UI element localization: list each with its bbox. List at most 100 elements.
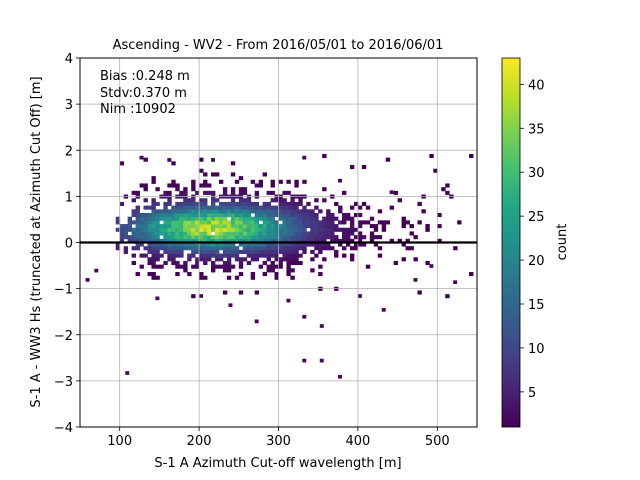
heatmap-cell bbox=[238, 201, 244, 206]
heatmap-cell bbox=[238, 260, 244, 266]
heatmap-cell bbox=[143, 216, 148, 221]
heatmap-cell bbox=[199, 205, 204, 210]
heatmap-cell bbox=[135, 216, 140, 221]
heatmap-cell bbox=[353, 227, 359, 232]
heatmap-cell bbox=[183, 235, 188, 240]
heatmap-cell bbox=[214, 227, 220, 232]
heatmap-cell bbox=[310, 249, 315, 254]
heatmap-cell bbox=[211, 198, 216, 203]
chart-title: Ascending - WV2 - From 2016/05/01 to 201… bbox=[113, 38, 444, 53]
heatmap-cell bbox=[425, 260, 430, 266]
heatmap-cell bbox=[286, 205, 291, 210]
heatmap-cell bbox=[318, 272, 323, 277]
heatmap-cell bbox=[326, 216, 331, 221]
heatmap-cell bbox=[262, 216, 267, 221]
heatmap-cell bbox=[425, 224, 430, 229]
heatmap-cell bbox=[230, 227, 236, 232]
heatmap-cell bbox=[258, 253, 264, 258]
heatmap-cell bbox=[286, 249, 291, 254]
heatmap-cell bbox=[393, 260, 398, 266]
heatmap-cell bbox=[238, 231, 244, 236]
heatmap-cell bbox=[119, 201, 125, 206]
heatmap-cell bbox=[250, 201, 256, 206]
heatmap-cell bbox=[338, 227, 343, 232]
heatmap-cell bbox=[179, 253, 184, 258]
heatmap-cell bbox=[254, 253, 260, 258]
colorbar-label: count bbox=[555, 224, 570, 261]
heatmap-cell bbox=[211, 242, 216, 247]
heatmap-cell bbox=[381, 224, 387, 229]
heatmap-cell bbox=[262, 260, 267, 266]
heatmap-cell bbox=[318, 242, 323, 247]
heatmap-cell bbox=[326, 209, 331, 214]
heatmap-cell bbox=[357, 235, 363, 240]
heatmap-cell bbox=[298, 231, 303, 236]
heatmap-cell bbox=[191, 235, 196, 240]
heatmap-cell bbox=[226, 212, 232, 218]
heatmap-cell bbox=[306, 216, 311, 221]
heatmap-cell bbox=[246, 249, 252, 254]
heatmap-cell bbox=[361, 165, 367, 170]
heatmap-cell bbox=[195, 216, 200, 221]
heatmap-cell bbox=[349, 238, 355, 243]
bias-stat: Bias :0.248 m bbox=[100, 69, 190, 84]
heatmap-cell bbox=[127, 220, 133, 225]
heatmap-cell bbox=[266, 253, 271, 258]
heatmap-cell bbox=[199, 257, 204, 262]
heatmap-cell bbox=[270, 224, 275, 229]
heatmap-cell bbox=[222, 260, 228, 266]
heatmap-cell bbox=[151, 179, 156, 184]
heatmap-cell bbox=[226, 260, 232, 266]
heatmap-cell bbox=[226, 227, 232, 232]
heatmap-cell bbox=[143, 212, 148, 218]
heatmap-cell bbox=[211, 268, 216, 273]
heatmap-cell bbox=[469, 153, 474, 159]
x-tick-label: 400 bbox=[345, 434, 370, 449]
heatmap-cell bbox=[115, 227, 121, 232]
heatmap-cell bbox=[151, 224, 156, 229]
heatmap-cell bbox=[286, 190, 291, 195]
heatmap-cell bbox=[254, 235, 260, 240]
heatmap-cell bbox=[254, 242, 260, 247]
heatmap-cell bbox=[222, 231, 228, 236]
heatmap-cell bbox=[258, 249, 264, 254]
heatmap-cell bbox=[155, 227, 160, 232]
heatmap-cell bbox=[361, 242, 367, 247]
heatmap-cell bbox=[274, 264, 279, 269]
heatmap-cell bbox=[314, 253, 319, 258]
heatmap-cell bbox=[214, 253, 220, 258]
heatmap-cell bbox=[290, 198, 295, 203]
colorbar-tick-label: 25 bbox=[528, 210, 545, 225]
heatmap-cell bbox=[187, 216, 192, 221]
heatmap-cell bbox=[143, 187, 148, 192]
heatmap-cell bbox=[230, 205, 236, 210]
heatmap-cell bbox=[218, 238, 224, 243]
heatmap-cell bbox=[302, 238, 307, 243]
heatmap-cell bbox=[222, 205, 228, 210]
heatmap-cell bbox=[274, 224, 279, 229]
heatmap-cell bbox=[278, 201, 283, 206]
heatmap-cell bbox=[274, 242, 279, 247]
heatmap-cell bbox=[115, 220, 121, 225]
heatmap-cell bbox=[282, 257, 287, 262]
heatmap-cell bbox=[282, 224, 287, 229]
heatmap-cell bbox=[294, 224, 299, 229]
heatmap-cell bbox=[266, 190, 271, 195]
heatmap-cell bbox=[147, 220, 152, 225]
heatmap-cell bbox=[155, 209, 160, 214]
heatmap-cell bbox=[187, 220, 192, 225]
heatmap-cell bbox=[270, 246, 275, 251]
heatmap-cell bbox=[246, 212, 252, 218]
heatmap-cell bbox=[409, 224, 414, 229]
heatmap-cell bbox=[365, 205, 371, 210]
heatmap-cell bbox=[342, 216, 347, 221]
heatmap-cell bbox=[147, 205, 152, 210]
heatmap-cell bbox=[119, 224, 125, 229]
heatmap-cell bbox=[318, 231, 323, 236]
heatmap-cell bbox=[147, 238, 152, 243]
heatmap-cell bbox=[314, 246, 319, 251]
heatmap-cell bbox=[183, 212, 188, 218]
heatmap-cell bbox=[151, 257, 156, 262]
heatmap-cell bbox=[226, 249, 232, 254]
heatmap-cell bbox=[353, 212, 359, 218]
